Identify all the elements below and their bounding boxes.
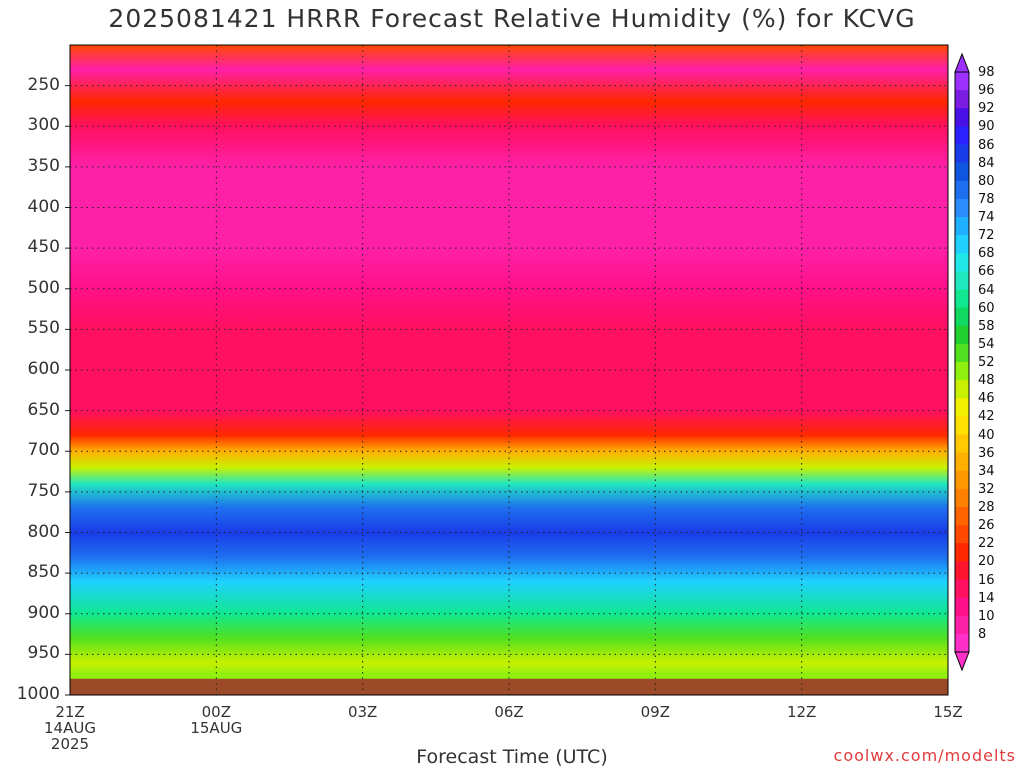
colorbar-label: 66 bbox=[978, 264, 995, 280]
y-tick-label: 850 bbox=[27, 562, 60, 583]
y-tick-label: 1000 bbox=[16, 684, 60, 704]
colorbar-swatch bbox=[955, 615, 969, 635]
colorbar-top-arrow bbox=[954, 52, 970, 73]
colorbar-label: 26 bbox=[978, 518, 995, 534]
x-tick-label: 21Z 14AUG 2025 bbox=[44, 703, 96, 753]
y-tick-label: 300 bbox=[27, 115, 60, 136]
colorbar-label: 32 bbox=[978, 481, 995, 497]
colorbar-swatch bbox=[955, 434, 969, 454]
colorbar-swatch bbox=[955, 507, 969, 526]
colorbar-label: 28 bbox=[978, 500, 995, 515]
colorbar-label: 36 bbox=[978, 445, 995, 461]
colorbar-swatch bbox=[955, 398, 969, 417]
colorbar-swatch bbox=[955, 126, 969, 145]
colorbar-swatch bbox=[955, 289, 969, 309]
y-tick-label: 450 bbox=[27, 237, 60, 258]
y-tick-label: 350 bbox=[27, 155, 60, 176]
y-tick-label: 950 bbox=[27, 643, 60, 664]
colorbar-label: 42 bbox=[978, 409, 995, 425]
y-tick-label: 400 bbox=[27, 196, 60, 217]
colorbar-swatch bbox=[955, 198, 969, 218]
colorbar-swatch bbox=[955, 597, 969, 617]
y-tick-label: 650 bbox=[27, 399, 60, 420]
colorbar-bottom-arrow bbox=[954, 651, 970, 672]
colorbar-label: 80 bbox=[978, 173, 995, 189]
colorbar-label: 20 bbox=[978, 554, 995, 570]
x-tick-label: 03Z bbox=[347, 703, 378, 721]
y-tick-label: 250 bbox=[27, 74, 60, 95]
colorbar-swatch bbox=[955, 343, 969, 363]
colorbar-label: 58 bbox=[978, 318, 995, 334]
colorbar-label: 22 bbox=[978, 536, 995, 552]
colorbar-label: 40 bbox=[978, 427, 995, 443]
colorbar-swatch bbox=[955, 180, 969, 200]
colorbar-label: 34 bbox=[978, 463, 995, 479]
colorbar-label: 78 bbox=[978, 191, 995, 207]
below-ground bbox=[70, 678, 948, 695]
y-tick-label: 900 bbox=[27, 602, 60, 623]
colorbar-swatch bbox=[955, 362, 969, 381]
colorbar-swatch bbox=[955, 217, 969, 236]
colorbar-label: 90 bbox=[978, 119, 995, 135]
colorbar-label: 84 bbox=[978, 155, 995, 171]
colorbar-label: 60 bbox=[978, 300, 995, 316]
colorbar-label: 14 bbox=[978, 590, 995, 606]
colorbar-swatch bbox=[955, 416, 969, 435]
colorbar-swatch bbox=[955, 90, 969, 109]
y-tick-label: 500 bbox=[27, 277, 60, 298]
colorbar-swatch bbox=[955, 633, 969, 653]
colorbar-label: 92 bbox=[978, 101, 995, 117]
x-tick-label: 15Z bbox=[933, 703, 963, 721]
colorbar-swatch bbox=[955, 253, 969, 272]
x-tick-label: 09Z bbox=[640, 703, 671, 721]
colorbar-swatch bbox=[955, 452, 969, 472]
x-tick-label: 06Z bbox=[494, 703, 524, 721]
colorbar-label: 54 bbox=[978, 336, 995, 352]
colorbar-swatch bbox=[955, 488, 969, 508]
colorbar-label: 64 bbox=[978, 282, 995, 298]
colorbar-label: 68 bbox=[978, 246, 995, 262]
colorbar-swatch bbox=[955, 543, 969, 562]
y-tick-label: 550 bbox=[27, 318, 60, 339]
x-tick-label: 12Z bbox=[786, 703, 817, 721]
colorbar-label: 16 bbox=[978, 572, 995, 588]
y-tick-label: 700 bbox=[27, 440, 60, 461]
x-axis-label: Forecast Time (UTC) bbox=[416, 746, 608, 768]
y-tick-label: 800 bbox=[27, 521, 60, 542]
colorbar-label: 48 bbox=[978, 373, 995, 389]
y-tick-label: 750 bbox=[27, 480, 60, 501]
colorbar-frame bbox=[954, 71, 970, 653]
colorbar-swatch bbox=[955, 579, 969, 599]
colorbar-label: 10 bbox=[978, 608, 995, 624]
colorbar-swatch bbox=[955, 380, 969, 399]
colorbar-swatch bbox=[955, 72, 969, 91]
colorbar-swatch bbox=[955, 235, 969, 254]
colorbar-label: 8 bbox=[978, 626, 987, 642]
y-tick-label: 600 bbox=[27, 359, 60, 379]
colorbar-label: 74 bbox=[978, 210, 995, 225]
colorbar-label: 52 bbox=[978, 355, 995, 370]
colorbar-swatch bbox=[955, 162, 969, 182]
colorbar-label: 96 bbox=[978, 83, 995, 99]
colorbar-label: 72 bbox=[978, 228, 995, 244]
x-tick-label: 00Z 15AUG bbox=[190, 703, 243, 737]
credit-text: coolwx.com/modelts bbox=[833, 746, 1016, 765]
colorbar-swatch bbox=[955, 271, 969, 290]
colorbar-swatch bbox=[955, 470, 969, 490]
colorbar-label: 86 bbox=[978, 137, 995, 153]
colorbar-swatch bbox=[955, 525, 969, 544]
colorbar-label: 98 bbox=[978, 65, 995, 80]
chart-title: 2025081421 HRRR Forecast Relative Humidi… bbox=[108, 4, 916, 33]
colorbar-swatch bbox=[955, 108, 969, 127]
colorbar-label: 46 bbox=[978, 391, 995, 407]
colorbar-swatch bbox=[955, 325, 969, 345]
colorbar-swatch bbox=[955, 307, 969, 327]
colorbar-swatch bbox=[955, 561, 969, 580]
colorbar-swatch bbox=[955, 144, 969, 164]
